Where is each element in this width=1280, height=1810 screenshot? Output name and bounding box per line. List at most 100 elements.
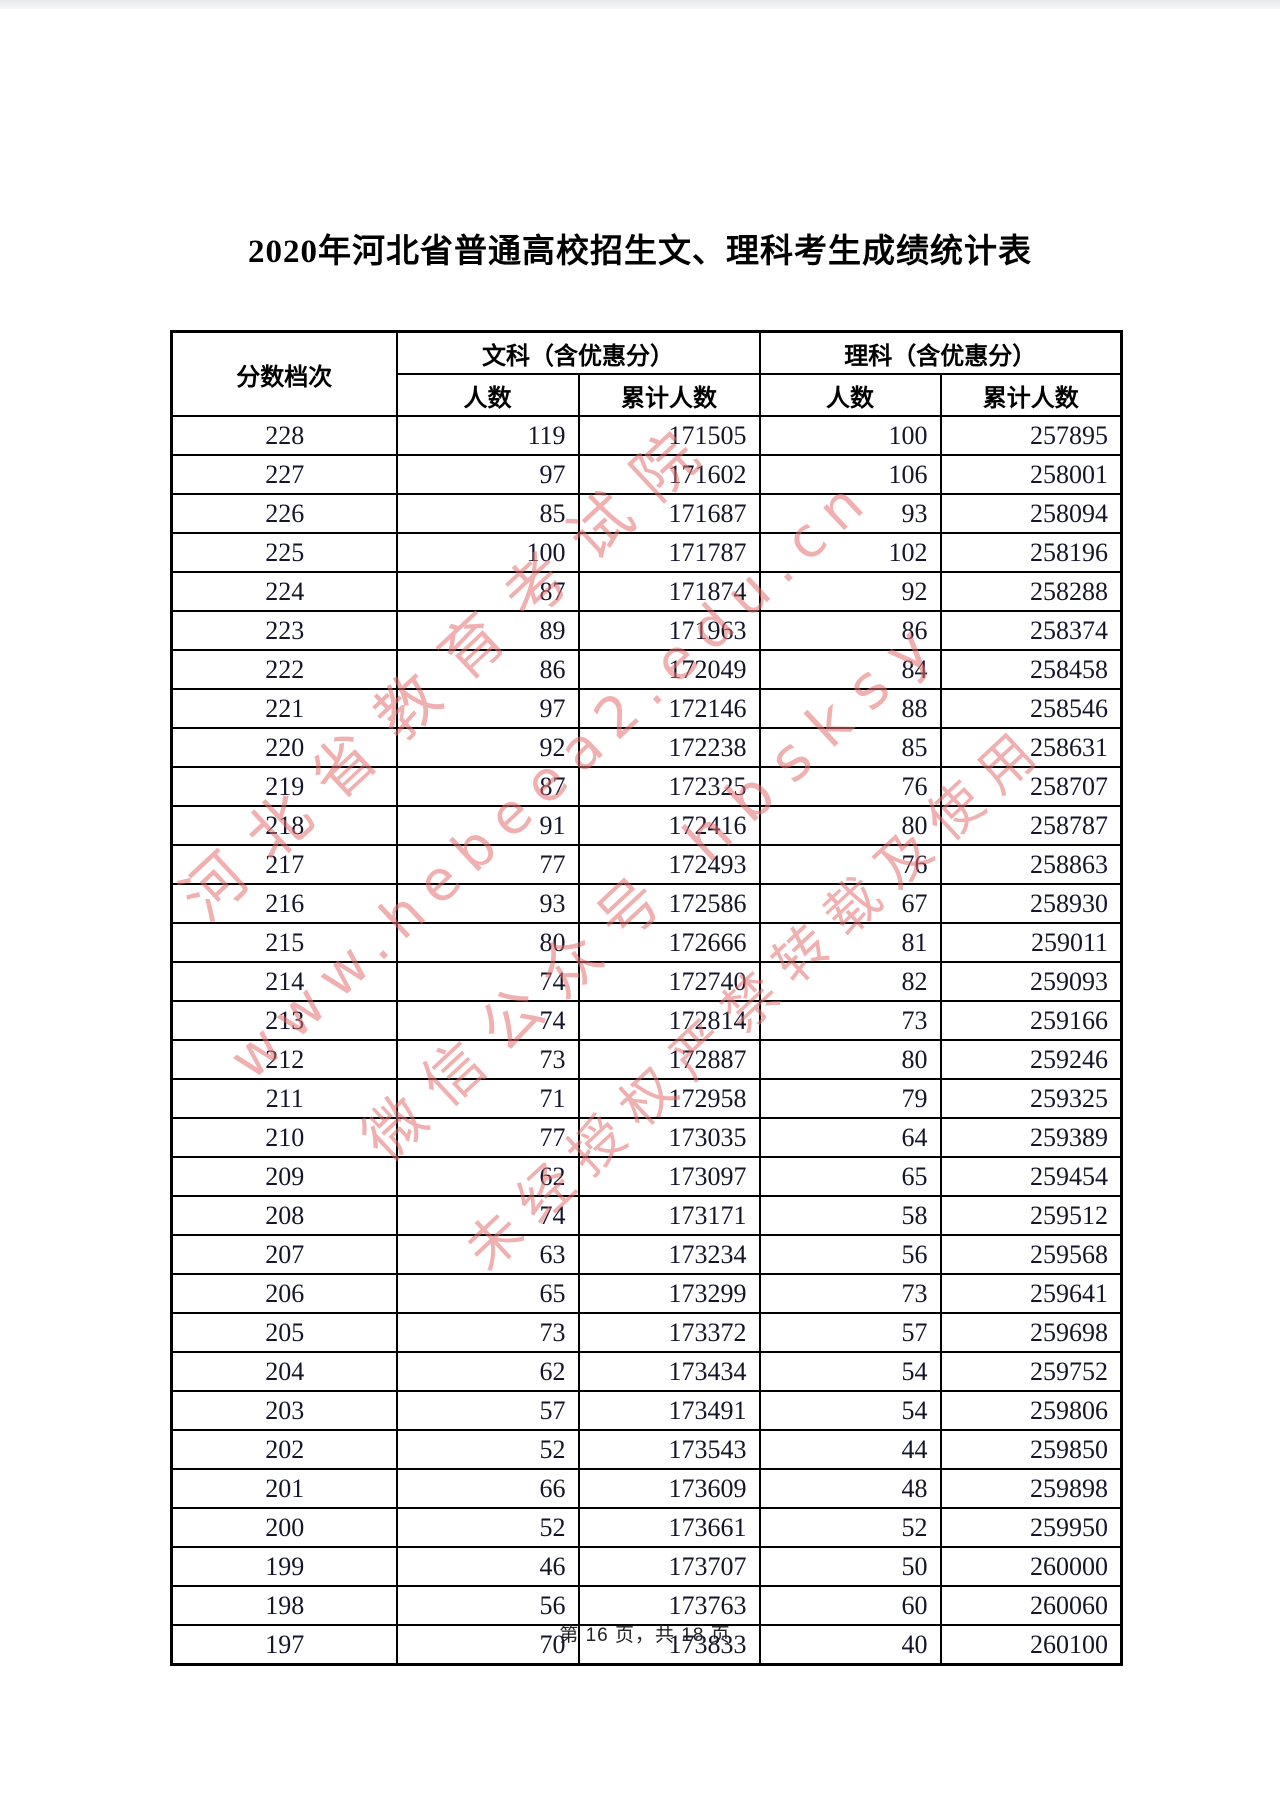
science-count-cell: 88 [758, 688, 942, 729]
arts-cumulative-cell: 173035 [577, 1117, 761, 1158]
arts-cumulative-cell: 173763 [577, 1585, 761, 1626]
science-count-cell: 44 [758, 1429, 942, 1470]
score-cell: 205 [170, 1312, 398, 1353]
science-cumulative-cell: 260000 [939, 1546, 1123, 1587]
arts-count-cell: 65 [395, 1273, 580, 1314]
arts-cumulative-cell: 173234 [577, 1234, 761, 1275]
table-header: 分数档次 文科（含优惠分） 理科（含优惠分） 人数 累计人数 人数 累计人数 [170, 330, 1123, 417]
table-row: 209 62 173097 65 259454 [170, 1156, 1123, 1197]
arts-count-cell: 97 [395, 688, 580, 729]
table-row: 220 92 172238 85 258631 [170, 727, 1123, 768]
score-cell: 199 [170, 1546, 398, 1587]
table-row: 211 71 172958 79 259325 [170, 1078, 1123, 1119]
arts-cumulative-cell: 172146 [577, 688, 761, 729]
science-cumulative-cell: 258863 [939, 844, 1123, 885]
arts-cumulative-cell: 172493 [577, 844, 761, 885]
header-science-count: 人数 [758, 373, 942, 417]
score-cell: 227 [170, 454, 398, 495]
science-cumulative-cell: 258288 [939, 571, 1123, 612]
table-row: 200 52 173661 52 259950 [170, 1507, 1123, 1548]
arts-count-cell: 92 [395, 727, 580, 768]
table-row: 201 66 173609 48 259898 [170, 1468, 1123, 1509]
science-count-cell: 82 [758, 961, 942, 1002]
science-count-cell: 79 [758, 1078, 942, 1119]
score-cell: 206 [170, 1273, 398, 1314]
score-cell: 220 [170, 727, 398, 768]
score-cell: 225 [170, 532, 398, 573]
science-cumulative-cell: 259246 [939, 1039, 1123, 1080]
header-score-band: 分数档次 [170, 330, 398, 417]
science-count-cell: 92 [758, 571, 942, 612]
science-count-cell: 80 [758, 805, 942, 846]
science-count-cell: 60 [758, 1585, 942, 1626]
arts-count-cell: 77 [395, 844, 580, 885]
table-header-row-columns: 人数 累计人数 人数 累计人数 [172, 373, 1123, 417]
table-row: 207 63 173234 56 259568 [170, 1234, 1123, 1275]
arts-cumulative-cell: 172416 [577, 805, 761, 846]
score-cell: 224 [170, 571, 398, 612]
science-cumulative-cell: 259093 [939, 961, 1123, 1002]
table-row: 205 73 173372 57 259698 [170, 1312, 1123, 1353]
score-cell: 204 [170, 1351, 398, 1392]
science-cumulative-cell: 259166 [939, 1000, 1123, 1041]
arts-cumulative-cell: 172814 [577, 1000, 761, 1041]
arts-count-cell: 74 [395, 961, 580, 1002]
score-cell: 228 [170, 415, 398, 456]
science-count-cell: 58 [758, 1195, 942, 1236]
science-count-cell: 73 [758, 1000, 942, 1041]
arts-cumulative-cell: 173372 [577, 1312, 761, 1353]
page-number-footer: 第 16 页，共 18 页 [559, 1625, 731, 1646]
score-cell: 222 [170, 649, 398, 690]
table-row: 225 100 171787 102 258196 [170, 532, 1123, 573]
arts-cumulative-cell: 173707 [577, 1546, 761, 1587]
science-count-cell: 93 [758, 493, 942, 534]
arts-cumulative-cell: 171687 [577, 493, 761, 534]
arts-count-cell: 119 [395, 415, 580, 456]
score-cell: 200 [170, 1507, 398, 1548]
arts-cumulative-cell: 172740 [577, 961, 761, 1002]
table-row: 223 89 171963 86 258374 [170, 610, 1123, 651]
science-count-cell: 67 [758, 883, 942, 924]
arts-count-cell: 62 [395, 1156, 580, 1197]
score-cell: 212 [170, 1039, 398, 1080]
science-cumulative-cell: 259850 [939, 1429, 1123, 1470]
arts-cumulative-cell: 171505 [577, 415, 761, 456]
arts-cumulative-cell: 171787 [577, 532, 761, 573]
science-cumulative-cell: 258930 [939, 883, 1123, 924]
header-arts-cumulative: 累计人数 [577, 373, 761, 417]
science-cumulative-cell: 259011 [939, 922, 1123, 963]
science-cumulative-cell: 258631 [939, 727, 1123, 768]
science-cumulative-cell: 258546 [939, 688, 1123, 729]
arts-cumulative-cell: 172887 [577, 1039, 761, 1080]
score-cell: 218 [170, 805, 398, 846]
arts-cumulative-cell: 173543 [577, 1429, 761, 1470]
science-count-cell: 76 [758, 766, 942, 807]
arts-count-cell: 74 [395, 1195, 580, 1236]
science-count-cell: 64 [758, 1117, 942, 1158]
arts-count-cell: 86 [395, 649, 580, 690]
header-liberal-arts-group: 文科（含优惠分） [395, 330, 761, 375]
science-count-cell: 54 [758, 1351, 942, 1392]
science-count-cell: 73 [758, 1273, 942, 1314]
arts-count-cell: 77 [395, 1117, 580, 1158]
arts-count-cell: 73 [395, 1039, 580, 1080]
table-row: 208 74 173171 58 259512 [170, 1195, 1123, 1236]
arts-count-cell: 97 [395, 454, 580, 495]
science-cumulative-cell: 259950 [939, 1507, 1123, 1548]
arts-count-cell: 91 [395, 805, 580, 846]
score-statistics-table: 分数档次 文科（含优惠分） 理科（含优惠分） 人数 累计人数 人数 累计人数 2… [170, 330, 1123, 1666]
arts-count-cell: 100 [395, 532, 580, 573]
science-count-cell: 65 [758, 1156, 942, 1197]
arts-cumulative-cell: 173299 [577, 1273, 761, 1314]
science-cumulative-cell: 257895 [939, 415, 1123, 456]
science-count-cell: 80 [758, 1039, 942, 1080]
table-row: 202 52 173543 44 259850 [170, 1429, 1123, 1470]
science-cumulative-cell: 259641 [939, 1273, 1123, 1314]
table-row: 212 73 172887 80 259246 [170, 1039, 1123, 1080]
arts-cumulative-cell: 171602 [577, 454, 761, 495]
score-cell: 201 [170, 1468, 398, 1509]
table-row: 199 46 173707 50 260000 [170, 1546, 1123, 1587]
science-cumulative-cell: 258374 [939, 610, 1123, 651]
score-cell: 209 [170, 1156, 398, 1197]
arts-cumulative-cell: 172238 [577, 727, 761, 768]
